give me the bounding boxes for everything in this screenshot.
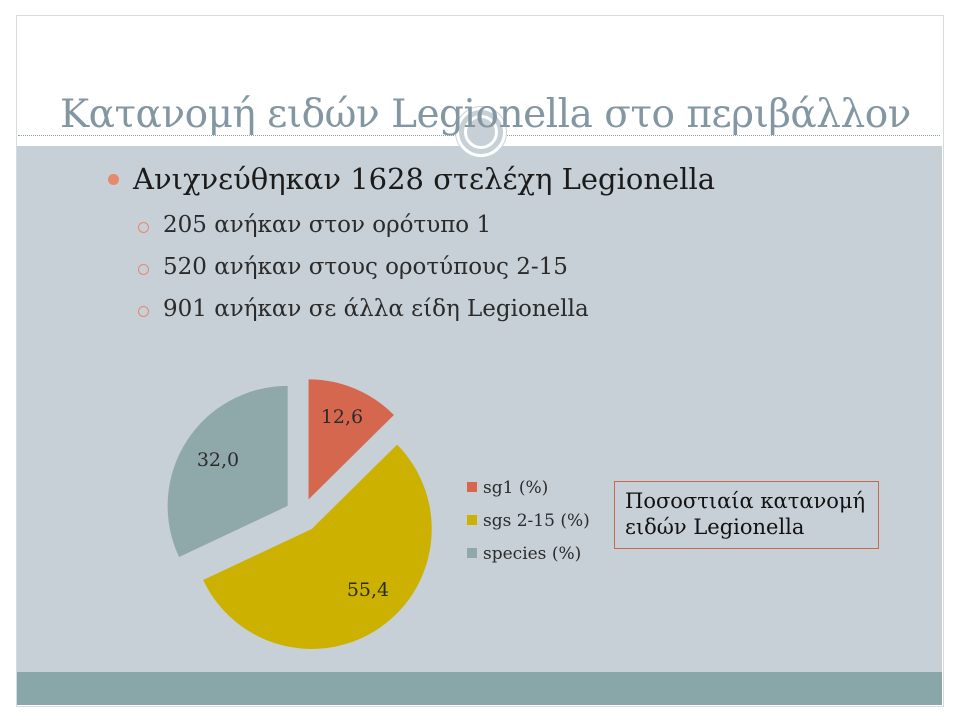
legend-swatch-3	[467, 548, 477, 558]
legend-swatch-1	[467, 482, 477, 492]
legend-entry-2: sgs 2-15 (%)	[483, 511, 590, 531]
pie-data-label-1: 12,6	[321, 406, 363, 428]
legend-entry-3: species (%)	[483, 544, 581, 564]
sub-bullet-ring-icon	[138, 264, 149, 275]
legend-swatch-2	[467, 515, 477, 525]
main-bullet-dot-icon	[108, 174, 119, 185]
pie-slice-2	[203, 444, 432, 649]
pie-data-label-2: 55,4	[347, 579, 389, 601]
sub-bullet-ring-icon	[138, 222, 149, 233]
pie-data-label-3: 32,0	[197, 449, 239, 471]
sub-bullet-text: 205 ανήκαν στον ορότυπο 1	[163, 212, 492, 238]
chart-title: Ποσοστιαία κατανομή ειδών Legionella	[614, 481, 879, 549]
title-ornament-ring	[456, 107, 506, 157]
sub-bullet-text: 520 ανήκαν στους οροτύπους 2-15	[163, 254, 568, 280]
legend-entry-1: sg1 (%)	[483, 478, 548, 498]
main-bullet-text: Ανιχνεύθηκαν 1628 στελέχη Legionella	[133, 162, 716, 196]
content-band	[17, 146, 942, 672]
sub-bullet-text: 901 ανήκαν σε άλλα είδη Legionella	[163, 296, 589, 322]
slide-title: Κατανομή ειδών Legionella στο περιβάλλον	[60, 92, 911, 137]
sub-bullet-ring-icon	[138, 306, 149, 317]
footer-band	[17, 672, 942, 705]
pie-slice-1	[308, 379, 394, 500]
pie-slice-3	[167, 385, 288, 557]
title-ornament-inner-ring	[464, 115, 498, 149]
